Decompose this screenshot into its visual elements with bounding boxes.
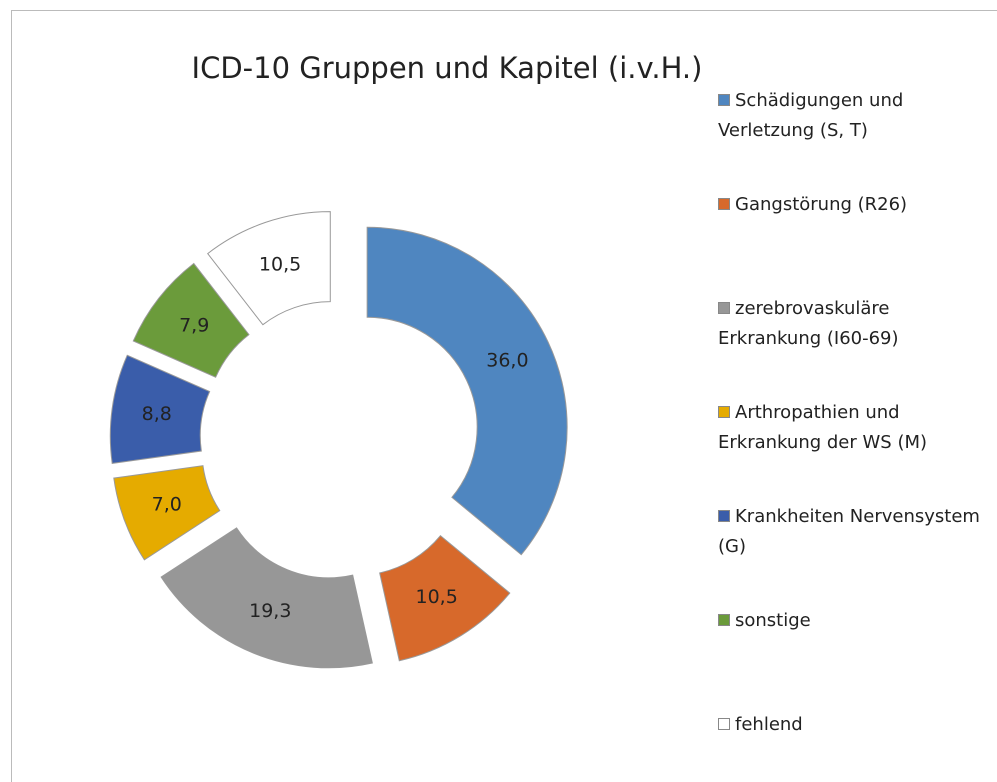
legend-item: Arthropathien und Erkrankung der WS (M) xyxy=(718,398,988,458)
legend-item: Schädigungen und Verletzung (S, T) xyxy=(718,86,988,146)
data-label: 10,5 xyxy=(416,586,458,608)
legend-swatch xyxy=(718,718,730,730)
frame xyxy=(11,10,997,782)
legend-label: Arthropathien und Erkrankung der WS (M) xyxy=(718,402,928,453)
legend-item: fehlend xyxy=(718,710,988,740)
legend-swatch xyxy=(718,406,730,418)
legend-label: zerebrovaskuläre Erkrankung (I60-69) xyxy=(718,298,899,349)
data-label: 19,3 xyxy=(249,600,291,622)
slice xyxy=(366,226,568,556)
slice xyxy=(379,534,511,662)
legend-item: Gangstörung (R26) xyxy=(718,190,988,220)
slice xyxy=(206,211,331,326)
legend-label: Krankheiten Nervensystem (G) xyxy=(718,506,980,557)
legend-swatch xyxy=(718,302,730,314)
legend-item: zerebrovaskuläre Erkrankung (I60-69) xyxy=(718,294,988,354)
data-label: 36,0 xyxy=(486,350,528,372)
slice xyxy=(132,262,250,378)
legend-swatch xyxy=(718,510,730,522)
chart-title: ICD-10 Gruppen und Kapitel (i.v.H.) xyxy=(192,51,703,85)
slice xyxy=(109,354,211,464)
legend-item: sonstige xyxy=(718,606,988,636)
legend-label: Schädigungen und Verletzung (S, T) xyxy=(718,90,904,141)
legend-swatch xyxy=(718,94,730,106)
data-label: 8,8 xyxy=(142,403,172,425)
legend-item: Krankheiten Nervensystem (G) xyxy=(718,502,988,562)
legend-label: sonstige xyxy=(735,610,811,631)
slice xyxy=(160,527,373,669)
data-label: 7,0 xyxy=(152,493,182,515)
data-label: 10,5 xyxy=(259,253,301,275)
legend-label: Gangstörung (R26) xyxy=(735,194,908,215)
legend-swatch xyxy=(718,614,730,626)
slice xyxy=(113,465,221,561)
legend-label: fehlend xyxy=(735,714,803,735)
data-label: 7,9 xyxy=(179,315,209,337)
legend-swatch xyxy=(718,198,730,210)
